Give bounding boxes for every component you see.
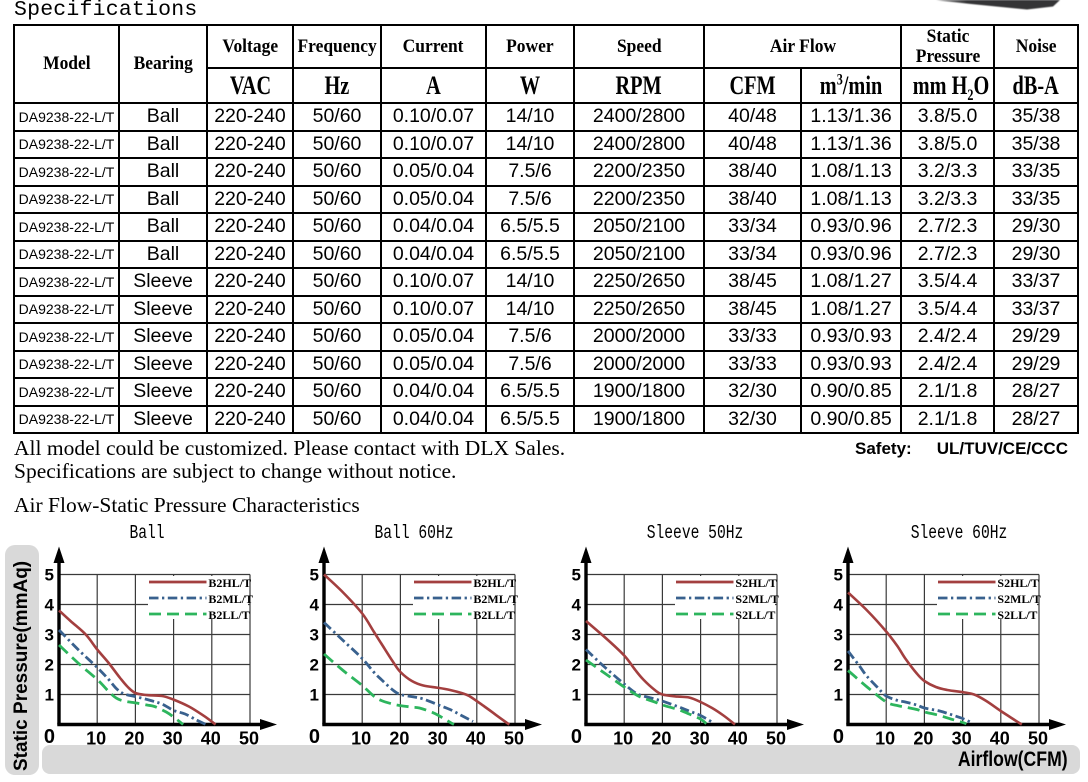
svg-text:B2LL/T: B2LL/T (473, 608, 514, 622)
svg-text:B2HL/T: B2HL/T (208, 576, 251, 590)
svg-text:S2LL/T: S2LL/T (997, 608, 1037, 622)
svg-text:1: 1 (310, 686, 319, 705)
svg-text:10: 10 (613, 729, 633, 749)
svg-text:10: 10 (86, 729, 106, 749)
svg-text:40: 40 (728, 729, 748, 749)
svg-text:1: 1 (45, 686, 54, 705)
svg-text:4: 4 (572, 596, 582, 615)
svg-text:0: 0 (44, 726, 55, 748)
svg-text:S2ML/T: S2ML/T (997, 592, 1040, 606)
svg-text:5: 5 (572, 566, 581, 585)
svg-text:S2HL/T: S2HL/T (735, 576, 776, 590)
svg-text:S2HL/T: S2HL/T (997, 576, 1038, 590)
svg-text:40: 40 (990, 729, 1010, 749)
svg-text:30: 30 (163, 729, 183, 749)
svg-text:30: 30 (690, 729, 710, 749)
svg-text:5: 5 (45, 566, 54, 585)
svg-text:S2ML/T: S2ML/T (735, 592, 778, 606)
svg-text:0: 0 (309, 726, 320, 748)
svg-text:10: 10 (875, 729, 895, 749)
svg-text:20: 20 (389, 729, 409, 749)
svg-text:4: 4 (834, 596, 844, 615)
svg-text:1: 1 (834, 686, 843, 705)
svg-text:4: 4 (310, 596, 320, 615)
svg-text:50: 50 (239, 729, 259, 749)
svg-text:20: 20 (124, 729, 144, 749)
svg-text:B2ML/T: B2ML/T (208, 592, 253, 606)
svg-text:2: 2 (45, 656, 54, 675)
svg-text:20: 20 (651, 729, 671, 749)
svg-text:2: 2 (572, 656, 581, 675)
svg-text:30: 30 (428, 729, 448, 749)
svg-text:2: 2 (310, 656, 319, 675)
svg-text:B2ML/T: B2ML/T (473, 592, 518, 606)
svg-text:50: 50 (504, 729, 524, 749)
svg-text:50: 50 (766, 729, 786, 749)
svg-text:0: 0 (571, 726, 582, 748)
svg-text:B2LL/T: B2LL/T (208, 608, 249, 622)
svg-text:50: 50 (1028, 729, 1048, 749)
svg-text:1: 1 (572, 686, 581, 705)
svg-text:4: 4 (45, 596, 55, 615)
svg-text:20: 20 (913, 729, 933, 749)
svg-text:0: 0 (833, 726, 844, 748)
svg-text:5: 5 (310, 566, 319, 585)
svg-text:3: 3 (834, 626, 843, 645)
svg-text:30: 30 (952, 729, 972, 749)
svg-text:40: 40 (201, 729, 221, 749)
svg-text:3: 3 (45, 626, 54, 645)
svg-text:10: 10 (351, 729, 371, 749)
svg-text:3: 3 (572, 626, 581, 645)
svg-text:3: 3 (310, 626, 319, 645)
svg-text:S2LL/T: S2LL/T (735, 608, 775, 622)
svg-text:2: 2 (834, 656, 843, 675)
svg-text:5: 5 (834, 566, 843, 585)
svg-text:B2HL/T: B2HL/T (473, 576, 516, 590)
svg-text:40: 40 (466, 729, 486, 749)
